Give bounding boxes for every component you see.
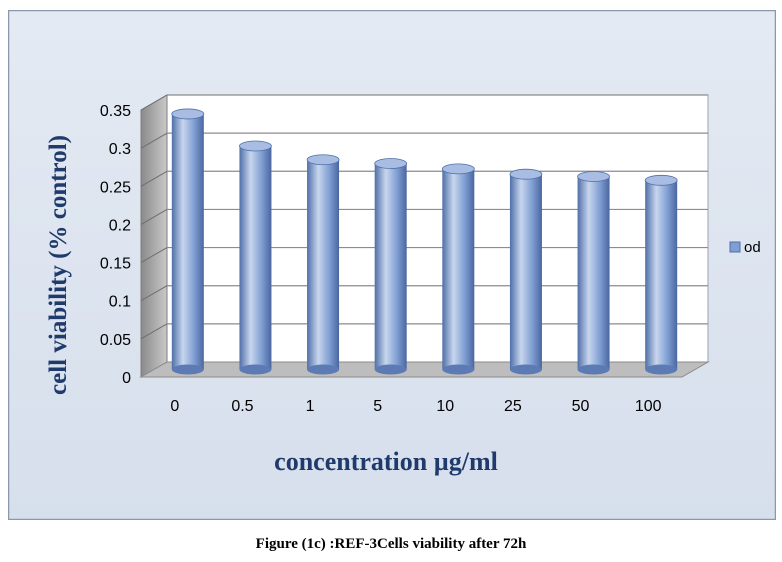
bar-top [306, 154, 340, 166]
legend-entry: od [744, 239, 761, 256]
bar-top [577, 171, 610, 182]
bar-base [645, 364, 678, 375]
bar-base [577, 364, 610, 375]
y-axis-label: cell viability (% control) [45, 135, 72, 395]
gridline-side [140, 208, 168, 225]
chart-frame: 0 0.05 0.1 0.15 0.2 0.25 0.3 0.35 0 0.5 1 5 10 25 50 1… [8, 10, 776, 520]
bar-base [171, 364, 204, 375]
figure-caption: Figure (1c) :REF-3Cells viability after … [255, 536, 527, 552]
x-tick-label: 1 [306, 398, 315, 415]
bar [644, 174, 678, 375]
x-tick-label: 0 [170, 398, 179, 415]
y-tick-label: 0 [122, 370, 131, 387]
x-tick-label: 100 [635, 398, 662, 415]
bar-base [509, 364, 542, 375]
y-tick-label: 0.1 [109, 294, 131, 311]
bar-body [307, 159, 340, 370]
bar-body [239, 145, 272, 370]
bar-top [239, 140, 272, 152]
bar-body [577, 176, 610, 370]
bar-base [307, 364, 340, 375]
bar [577, 171, 610, 375]
y-tick-label: 0.25 [100, 179, 131, 196]
bar-body [442, 168, 475, 370]
gridline-side [140, 170, 168, 187]
bar-chart: 0 0.05 0.1 0.15 0.2 0.25 0.3 0.35 0 0.5 1 5 10 25 50 1… [8, 10, 776, 520]
bar-top [374, 158, 408, 169]
gridline-side [140, 323, 168, 340]
bar [374, 158, 408, 375]
y-tick-label: 0.3 [109, 141, 131, 158]
y-tick-labels: 0 0.05 0.1 0.15 0.2 0.25 0.3 0.35 [100, 103, 131, 387]
x-tick-label: 10 [436, 398, 454, 415]
side-wall [140, 94, 168, 378]
x-tick-labels: 0 0.5 1 5 10 25 50 100 [170, 398, 661, 415]
bar [306, 154, 340, 375]
bar-top [509, 168, 543, 180]
bar-body [374, 163, 407, 370]
bar-base [442, 364, 475, 375]
bar-body [645, 180, 678, 370]
bar-body [509, 174, 542, 370]
bar-top [171, 108, 205, 120]
bar [441, 163, 475, 375]
bar-base [374, 364, 407, 375]
x-axis-label: concentration µg/ml [274, 447, 498, 476]
gridline-side [140, 285, 168, 302]
gridline-side [140, 132, 168, 149]
bar [509, 168, 543, 375]
legend: od [729, 239, 761, 256]
bar-top [441, 163, 475, 175]
x-tick-label: 25 [504, 398, 522, 415]
bar-body [171, 113, 204, 370]
bar-top [644, 174, 678, 186]
floor [139, 361, 710, 378]
bars [171, 108, 678, 375]
x-tick-label: 0.5 [231, 398, 253, 415]
x-tick-label: 5 [373, 398, 382, 415]
x-tick-label: 50 [572, 398, 590, 415]
bar-base [239, 364, 272, 375]
y-tick-label: 0.35 [100, 103, 131, 120]
legend-swatch [729, 241, 741, 253]
y-tick-label: 0.05 [100, 332, 131, 349]
bar [171, 108, 205, 375]
y-tick-label: 0.2 [109, 217, 131, 234]
gridline-side [140, 94, 168, 111]
y-tick-label: 0.15 [100, 256, 131, 273]
plot-area [139, 94, 710, 378]
bar [239, 140, 272, 375]
gridline-side [140, 247, 168, 264]
